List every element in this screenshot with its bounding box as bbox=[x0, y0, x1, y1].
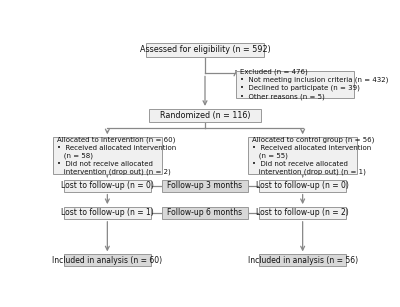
FancyBboxPatch shape bbox=[64, 207, 151, 219]
FancyBboxPatch shape bbox=[64, 180, 151, 192]
FancyBboxPatch shape bbox=[259, 207, 346, 219]
FancyBboxPatch shape bbox=[248, 137, 357, 174]
FancyBboxPatch shape bbox=[149, 109, 261, 122]
Text: Allocated to intervention (n = 60)
•  Received allocated intervention
   (n = 58: Allocated to intervention (n = 60) • Rec… bbox=[57, 136, 176, 175]
Text: Follow-up 6 months: Follow-up 6 months bbox=[168, 208, 242, 217]
FancyBboxPatch shape bbox=[53, 137, 162, 174]
Text: Included in analysis (n = 60): Included in analysis (n = 60) bbox=[52, 256, 162, 265]
FancyBboxPatch shape bbox=[259, 254, 346, 266]
Text: Lost to follow-up (n = 0): Lost to follow-up (n = 0) bbox=[256, 181, 349, 190]
FancyBboxPatch shape bbox=[64, 254, 151, 266]
Text: Lost to follow-up (n = 0): Lost to follow-up (n = 0) bbox=[61, 181, 154, 190]
Text: Follow-up 3 months: Follow-up 3 months bbox=[168, 181, 242, 190]
Text: Lost to follow-up (n = 2): Lost to follow-up (n = 2) bbox=[256, 208, 349, 217]
FancyBboxPatch shape bbox=[146, 42, 264, 57]
FancyBboxPatch shape bbox=[236, 71, 354, 98]
Text: Lost to follow-up (n = 1): Lost to follow-up (n = 1) bbox=[61, 208, 154, 217]
FancyBboxPatch shape bbox=[162, 207, 248, 219]
Text: Randomized (n = 116): Randomized (n = 116) bbox=[160, 111, 250, 120]
FancyBboxPatch shape bbox=[259, 180, 346, 192]
FancyBboxPatch shape bbox=[162, 180, 248, 192]
Text: Included in analysis (n = 56): Included in analysis (n = 56) bbox=[248, 256, 358, 265]
Text: Excluded (n = 476)
•  Not meeting inclusion criteria (n = 432)
•  Declined to pa: Excluded (n = 476) • Not meeting inclusi… bbox=[240, 68, 388, 100]
Text: Allocated to control group (n = 56)
•  Received allocated intervention
   (n = 5: Allocated to control group (n = 56) • Re… bbox=[252, 136, 374, 175]
Text: Assessed for eligibility (n = 592): Assessed for eligibility (n = 592) bbox=[140, 45, 270, 54]
